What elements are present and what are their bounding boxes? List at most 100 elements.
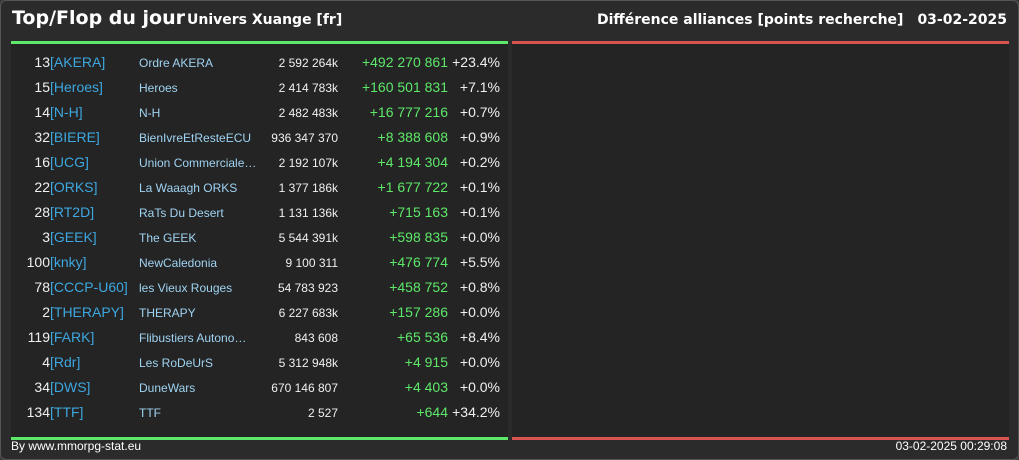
percent-change: +0.9% bbox=[459, 129, 500, 145]
alliance-name[interactable]: Les RoDeUrS bbox=[139, 356, 214, 370]
alliance-name[interactable]: The GEEK bbox=[139, 231, 197, 245]
points-difference: +1 677 722 bbox=[377, 179, 448, 195]
alliance-rank: 4 bbox=[42, 354, 50, 370]
alliance-tag[interactable]: [Heroes] bbox=[50, 79, 103, 95]
alliance-points: 1 377 186k bbox=[278, 181, 338, 195]
alliance-tag[interactable]: [AKERA] bbox=[50, 54, 106, 70]
points-difference: +476 774 bbox=[389, 254, 448, 270]
percent-change: +8.4% bbox=[459, 329, 500, 345]
alliance-name[interactable]: N-H bbox=[139, 106, 161, 120]
percent-change: +0.0% bbox=[459, 229, 500, 245]
alliance-name[interactable]: La Waaagh ORKS bbox=[139, 181, 238, 195]
ranking-header: Différence alliances [points recherche] 0… bbox=[597, 12, 1007, 28]
flop-panel bbox=[512, 41, 1009, 440]
alliance-tag[interactable]: [TTF] bbox=[50, 404, 84, 420]
table-row: 28 [RT2D] RaTs Du Desert 1 131 136k +715 163… bbox=[11, 200, 508, 225]
percent-change: +0.2% bbox=[459, 154, 500, 170]
table-row: 3 [GEEK] The GEEK 5 544 391k +598 835 +0.0% bbox=[11, 225, 508, 250]
alliance-points: 9 100 311 bbox=[285, 256, 339, 270]
alliance-rank: 100 bbox=[26, 254, 50, 270]
table-row: 2 [THERAPY] THERAPY 6 227 683k +157 286 +0.0% bbox=[11, 300, 508, 325]
alliance-tag[interactable]: [THERAPY] bbox=[50, 304, 124, 320]
alliance-rank: 2 bbox=[42, 304, 50, 320]
alliance-rank: 32 bbox=[34, 129, 50, 145]
alliance-name[interactable]: Union Commerciale… bbox=[139, 156, 257, 170]
points-difference: +4 915 bbox=[404, 354, 448, 370]
alliance-rank: 16 bbox=[34, 154, 50, 170]
alliance-tag[interactable]: [ORKS] bbox=[50, 179, 98, 195]
top-gainers-panel: 13 [AKERA] Ordre AKERA 2 592 264k +492 270 8… bbox=[11, 41, 508, 440]
footer-source: By www.mmorpg-stat.eu bbox=[11, 439, 142, 453]
alliance-tag[interactable]: [FARK] bbox=[50, 329, 95, 345]
points-difference: +492 270 861 bbox=[361, 54, 448, 70]
alliance-tag[interactable]: [RT2D] bbox=[50, 204, 95, 220]
alliance-points: 2 192 107k bbox=[278, 156, 338, 170]
points-difference: +598 835 bbox=[389, 229, 448, 245]
percent-change: +0.8% bbox=[459, 279, 500, 295]
alliance-name[interactable]: THERAPY bbox=[139, 306, 196, 320]
alliance-points: 5 544 391k bbox=[278, 231, 338, 245]
alliance-tag[interactable]: [BIERE] bbox=[50, 129, 100, 145]
alliance-tag[interactable]: [Rdr] bbox=[50, 354, 81, 370]
percent-change: +0.0% bbox=[459, 379, 500, 395]
alliance-name[interactable]: Flibustiers Autono… bbox=[139, 331, 247, 345]
alliance-name[interactable]: Heroes bbox=[139, 81, 178, 95]
alliance-tag[interactable]: [knky] bbox=[50, 254, 87, 270]
alliance-tag[interactable]: [GEEK] bbox=[50, 229, 97, 245]
percent-change: +0.7% bbox=[459, 104, 500, 120]
page-title: Top/Flop du jour bbox=[12, 7, 185, 29]
ranking-label: Différence alliances [points recherche] bbox=[596, 12, 904, 28]
alliance-points: 2 482 483k bbox=[278, 106, 338, 120]
points-difference: +16 777 216 bbox=[369, 104, 448, 120]
alliance-tag[interactable]: [UCG] bbox=[50, 154, 89, 170]
table-row: 13 [AKERA] Ordre AKERA 2 592 264k +492 270 8… bbox=[11, 50, 508, 75]
table-row: 34 [DWS] DuneWars 670 146 807 +4 403 +0.0% bbox=[11, 375, 508, 400]
points-difference: +157 286 bbox=[389, 304, 448, 320]
percent-change: +5.5% bbox=[459, 254, 500, 270]
alliance-name[interactable]: les Vieux Rouges bbox=[139, 281, 233, 295]
alliance-name[interactable]: NewCaledonia bbox=[139, 256, 218, 270]
table-row: 32 [BIERE] BienIvreEtResteECU 936 347 370 +8… bbox=[11, 125, 508, 150]
alliance-name[interactable]: BienIvreEtResteECU bbox=[139, 131, 252, 145]
alliance-points: 843 608 bbox=[294, 331, 338, 345]
alliance-rank: 28 bbox=[34, 204, 50, 220]
table-row: 100 [knky] NewCaledonia 9 100 311 +476 774 +5… bbox=[11, 250, 508, 275]
alliance-rank: 15 bbox=[34, 79, 50, 95]
alliance-points: 2 527 bbox=[307, 406, 338, 420]
percent-change: +0.0% bbox=[459, 304, 500, 320]
points-difference: +458 752 bbox=[389, 279, 448, 295]
alliance-rank: 119 bbox=[27, 329, 50, 345]
alliance-tag[interactable]: [N-H] bbox=[50, 104, 83, 120]
percent-change: +0.1% bbox=[459, 179, 500, 195]
alliance-tag[interactable]: [CCCP-U60] bbox=[50, 279, 128, 295]
points-difference: +4 194 304 bbox=[377, 154, 448, 170]
table-row: 119 [FARK] Flibustiers Autono… 843 608 +65 5… bbox=[11, 325, 508, 350]
points-difference: +4 403 bbox=[404, 379, 448, 395]
alliance-name[interactable]: Ordre AKERA bbox=[139, 56, 214, 70]
percent-change: +34.2% bbox=[452, 404, 500, 420]
points-difference: +715 163 bbox=[389, 204, 448, 220]
percent-change: +0.1% bbox=[459, 204, 500, 220]
universe-label: Univers Xuange [fr] bbox=[187, 12, 343, 28]
alliance-points: 6 227 683k bbox=[278, 306, 338, 320]
header-date: 03-02-2025 bbox=[917, 12, 1007, 28]
table-row: 4 [Rdr] Les RoDeUrS 5 312 948k +4 915 +0.0% bbox=[11, 350, 508, 375]
table-row: 78 [CCCP-U60] les Vieux Rouges 54 783 923 +4… bbox=[11, 275, 508, 300]
table-row: 22 [ORKS] La Waaagh ORKS 1 377 186k +1 677 7… bbox=[11, 175, 508, 200]
alliance-points: 2 414 783k bbox=[278, 81, 338, 95]
table-row: 16 [UCG] Union Commerciale… 2 192 107k +4 19… bbox=[11, 150, 508, 175]
alliance-points: 2 592 264k bbox=[278, 56, 338, 70]
alliance-tag[interactable]: [DWS] bbox=[50, 379, 91, 395]
footer-timestamp: 03-02-2025 00:29:08 bbox=[895, 439, 1007, 453]
alliance-name[interactable]: TTF bbox=[139, 406, 161, 420]
percent-change: +23.4% bbox=[452, 54, 500, 70]
alliance-rank: 13 bbox=[34, 54, 50, 70]
alliance-name[interactable]: RaTs Du Desert bbox=[139, 206, 224, 220]
alliance-name[interactable]: DuneWars bbox=[139, 381, 196, 395]
alliance-points: 5 312 948k bbox=[278, 356, 338, 370]
table-row: 14 [N-H] N-H 2 482 483k +16 777 216 +0.7% bbox=[11, 100, 508, 125]
alliance-rank: 3 bbox=[42, 229, 50, 245]
alliance-points: 1 131 136k bbox=[278, 206, 338, 220]
table-row: 134 [TTF] TTF 2 527 +644 +34.2% bbox=[11, 400, 508, 425]
